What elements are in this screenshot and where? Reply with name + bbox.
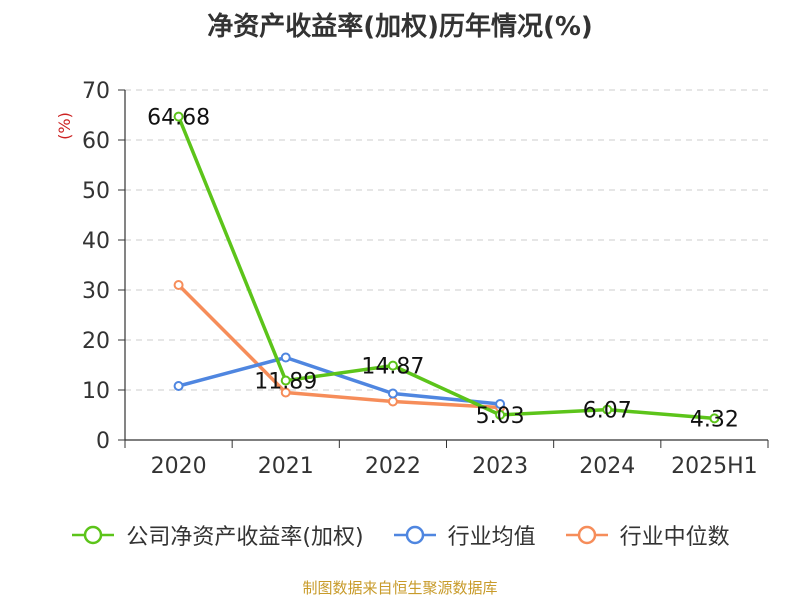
y-tick-label: 0 [96,429,110,454]
data-label: 14.87 [361,355,424,380]
legend: 公司净资产收益率(加权) 行业均值 行业中位数 [0,519,800,551]
x-tick-label: 2025H1 [671,454,758,479]
data-point [280,375,291,386]
y-tick-label: 50 [82,179,110,204]
legend-marker-industry-median [565,525,608,545]
y-tick-label: 40 [82,229,110,254]
data-point [602,404,613,415]
data-point [280,352,291,363]
x-tick-label: 2023 [472,454,528,479]
series-line [176,115,715,421]
data-point [387,360,398,371]
data-point [495,399,506,409]
legend-item-industry-median[interactable]: 行业中位数 [564,519,730,551]
legend-label-company: 公司净资产收益率(加权) [126,525,364,550]
data-label: 64.68 [147,106,210,131]
data-point [173,111,184,122]
y-axis-label: (%) [55,112,74,140]
series-line [178,355,501,406]
data-point [387,388,398,399]
x-tick-label: 2024 [579,454,635,479]
series-line [177,283,501,410]
data-point [495,409,506,420]
y-tick-label: 20 [82,329,110,354]
data-label: 11.89 [254,370,317,395]
legend-item-company[interactable]: 公司净资产收益率(加权) [70,519,364,551]
data-point [173,381,184,391]
legend-marker-industry-mean [393,525,436,545]
x-tick-label: 2022 [365,454,421,479]
y-tick-label: 30 [82,279,110,304]
data-point [387,396,398,407]
data-label: 4.32 [690,407,739,432]
y-tick-label: 10 [82,379,110,404]
data-point [173,280,184,290]
data-label: 6.07 [583,399,632,424]
x-tick-label: 2020 [151,454,207,479]
x-tick-label: 2021 [258,454,314,479]
chart-title: 净资产收益率(加权)历年情况(%) [207,12,593,42]
legend-marker-company [72,525,115,545]
legend-label-industry-mean: 行业均值 [447,525,536,550]
data-label: 5.03 [476,404,525,429]
legend-item-industry-mean[interactable]: 行业均值 [392,519,536,551]
legend-label-industry-median: 行业中位数 [619,525,730,550]
y-tick-label: 60 [82,129,110,154]
source-note: 制图数据来自恒生聚源数据库 [302,579,498,597]
data-point [280,387,291,398]
y-tick-label: 70 [82,79,110,104]
data-point [709,413,720,424]
